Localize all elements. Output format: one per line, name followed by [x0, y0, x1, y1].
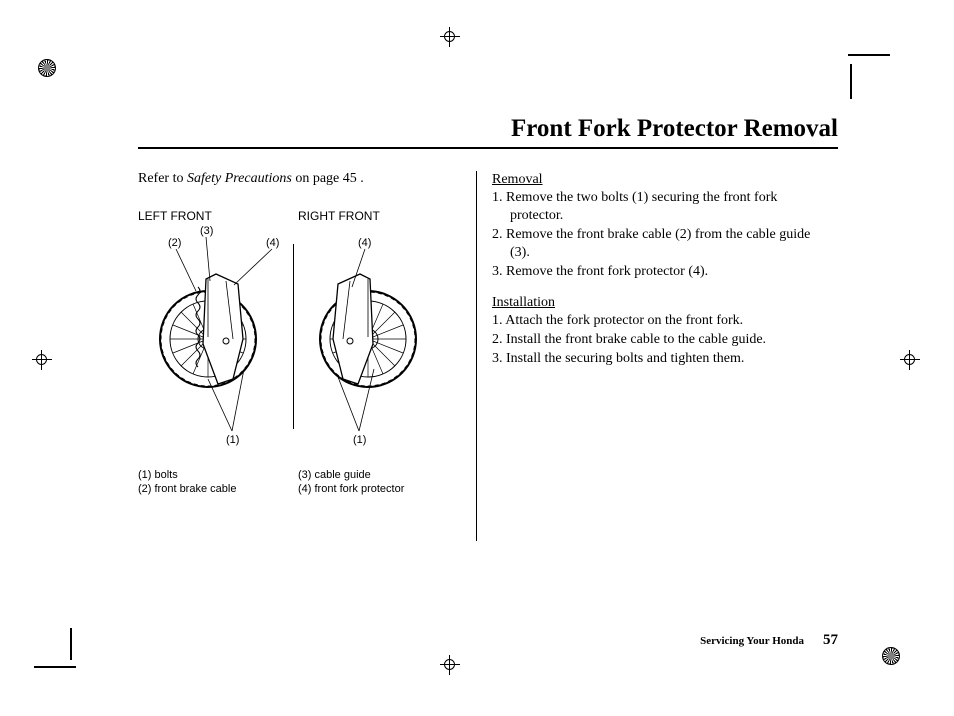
left-column: Refer to Safety Precautions on page 45 .… — [138, 171, 478, 499]
right-column: Removal 1. Remove the two bolts (1) secu… — [478, 171, 828, 499]
removal-step: 2. Remove the front brake cable (2) from… — [492, 226, 828, 262]
reg-mark-bottom-right — [880, 645, 900, 665]
legend-3: (3) cable guide — [298, 469, 404, 483]
footer-section: Servicing Your Honda — [700, 635, 804, 647]
crop-mark-bottom-left — [34, 628, 84, 678]
removal-step: 3. Remove the front fork protector (4). — [492, 263, 828, 281]
reg-mark-left-mid — [32, 350, 52, 370]
page-content: Front Fork Protector Removal Refer to Sa… — [138, 115, 838, 499]
intro-prefix: Refer to — [138, 171, 187, 186]
page-title: Front Fork Protector Removal — [138, 115, 838, 147]
leader-lines — [138, 209, 458, 449]
installation-heading: Installation — [492, 294, 828, 312]
installation-step: 2. Install the front brake cable to the … — [492, 331, 828, 349]
intro-italic: Safety Precautions — [187, 171, 292, 186]
legend-1: (1) bolts — [138, 469, 236, 483]
reg-mark-top-left — [36, 57, 56, 77]
removal-steps: 1. Remove the two bolts (1) securing the… — [492, 189, 828, 281]
reg-mark-top-center — [440, 27, 460, 47]
legend-4: (4) front fork protector — [298, 483, 404, 497]
intro-suffix: on page 45 . — [292, 171, 364, 186]
page-footer: Servicing Your Honda 57 — [700, 632, 838, 649]
diagram-legend: (1) bolts (2) front brake cable (3) cabl… — [138, 469, 466, 499]
footer-page-number: 57 — [823, 632, 838, 648]
reg-mark-bottom-center — [440, 655, 460, 675]
diagram: LEFT FRONT RIGHT FRONT (2) (3) (4) (1) (… — [138, 209, 466, 459]
crop-mark-top-right — [840, 42, 890, 92]
intro-text: Refer to Safety Precautions on page 45 . — [138, 171, 466, 187]
title-rule — [138, 147, 838, 149]
removal-heading: Removal — [492, 171, 828, 189]
column-divider — [476, 171, 477, 541]
removal-step: 1. Remove the two bolts (1) securing the… — [492, 189, 828, 225]
reg-mark-right-mid — [900, 350, 920, 370]
installation-step: 3. Install the securing bolts and tighte… — [492, 350, 828, 368]
legend-2: (2) front brake cable — [138, 483, 236, 497]
installation-steps: 1. Attach the fork protector on the fron… — [492, 312, 828, 368]
installation-step: 1. Attach the fork protector on the fron… — [492, 312, 828, 330]
